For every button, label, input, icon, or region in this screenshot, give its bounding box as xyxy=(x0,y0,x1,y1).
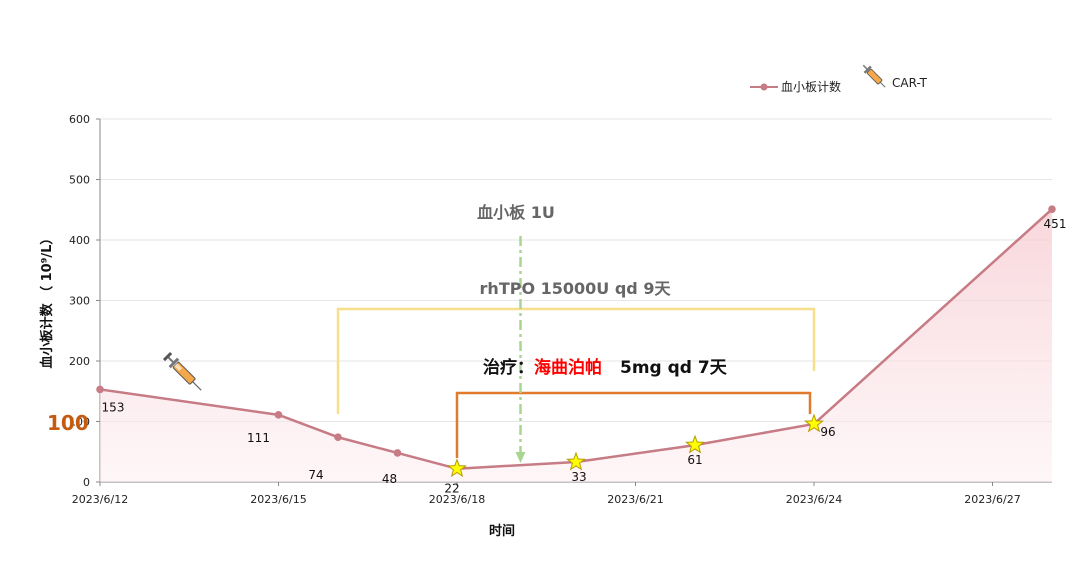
reference-100-label: 100 xyxy=(47,411,89,435)
treatment-dose: 5mg qd 7天 xyxy=(620,358,728,378)
star-marker xyxy=(566,451,586,471)
y-tick-label: 500 xyxy=(69,174,90,187)
treatment-brackets xyxy=(336,236,816,463)
legend-series-marker xyxy=(760,83,768,91)
x-tick-label: 2023/6/27 xyxy=(964,493,1020,506)
y-tick-label: 0 xyxy=(83,476,90,489)
legend-series-label: 血小板计数 xyxy=(781,79,841,94)
star-marker xyxy=(685,434,705,454)
data-label: 153 xyxy=(102,400,125,414)
y-tick-label: 300 xyxy=(69,295,90,308)
rhtpo-bracket xyxy=(336,307,816,414)
data-point xyxy=(1048,205,1056,213)
data-labels: 153 111 74 48 22 33 61 96 451 xyxy=(102,217,1067,496)
data-label: 96 xyxy=(820,425,835,439)
data-point xyxy=(334,433,342,442)
area-fill xyxy=(100,209,1052,482)
data-point xyxy=(393,449,402,457)
platelet-transfusion-label: 血小板 1U xyxy=(477,203,555,222)
y-tick-label: 400 xyxy=(69,234,90,247)
treatment-label: 治疗：海曲泊帕 5mg qd 7天 xyxy=(483,357,728,378)
rhtpo-label: rhTPO 15000U qd 9天 xyxy=(480,279,672,298)
x-axis: 2023/6/12 2023/6/15 2023/6/18 2023/6/21 2023… xyxy=(72,481,1052,506)
data-label: 74 xyxy=(308,468,323,482)
data-label: 111 xyxy=(247,431,270,445)
data-points xyxy=(96,205,1056,478)
star-marker xyxy=(447,458,467,478)
x-tick-label: 2023/6/21 xyxy=(607,493,663,506)
x-axis-title: 时间 xyxy=(489,523,515,539)
treatment-prefix: 治疗： xyxy=(483,357,534,378)
legend: 血小板计数 CAR-T xyxy=(750,64,928,94)
y-tick-label: 200 xyxy=(69,355,90,368)
x-tick-label: 2023/6/18 xyxy=(429,493,485,506)
data-label: 451 xyxy=(1044,217,1067,231)
y-axis-title: 血小板计数 （ 10⁹/L） xyxy=(39,232,55,369)
area-under-curve xyxy=(100,209,1052,482)
transfusion-arrow-head xyxy=(515,452,526,463)
data-label: 33 xyxy=(571,470,586,484)
data-label: 61 xyxy=(687,453,702,467)
y-tick-label: 600 xyxy=(69,113,90,126)
treatment-drug: 海曲泊帕 xyxy=(534,357,602,378)
legend-car-t-label: CAR-T xyxy=(892,76,928,90)
treatment-bracket xyxy=(455,391,812,458)
data-label: 22 xyxy=(444,482,459,496)
x-tick-label: 2023/6/12 xyxy=(72,493,128,506)
x-tick-label: 2023/6/24 xyxy=(786,493,842,506)
star-marker xyxy=(804,413,824,433)
x-tick-label: 2023/6/15 xyxy=(250,493,306,506)
y-tick-label: 100 xyxy=(69,416,90,429)
data-label: 48 xyxy=(382,472,397,486)
data-point xyxy=(96,385,104,394)
legend-syringe-icon xyxy=(862,64,886,88)
car-t-syringe-icon xyxy=(162,351,202,391)
data-point xyxy=(274,411,283,419)
